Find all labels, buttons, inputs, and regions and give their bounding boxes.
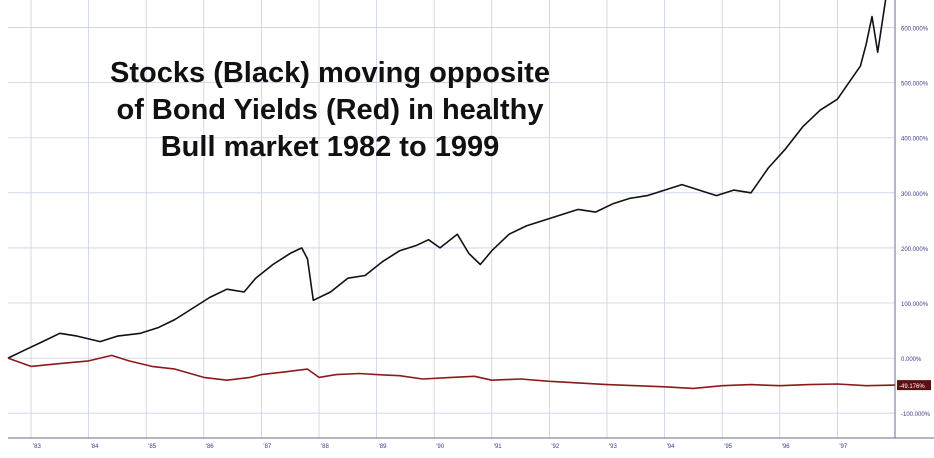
y-tick-label: 400.000%: [901, 137, 929, 143]
y-tick-label: -100.000%: [901, 412, 931, 418]
tick-labels: 600.000% 500.000% 400.000% 300.000% 200.000%…: [33, 27, 931, 450]
x-tick-label: '84: [91, 444, 99, 450]
x-tick-label: '89: [379, 444, 387, 450]
x-tick-label: '91: [494, 444, 502, 450]
x-tick-label: '87: [263, 444, 271, 450]
axes: [8, 0, 934, 439]
series-line-2: [7, 354, 896, 390]
x-tick-label: '97: [839, 444, 847, 450]
annotation-line-1: Stocks (Black) moving opposite: [110, 57, 550, 89]
x-tick-label: '93: [609, 444, 617, 450]
y-tick-label: 0.000%: [901, 357, 922, 363]
end-value-label: -49.176%: [899, 384, 925, 390]
x-tick-label: '88: [321, 444, 329, 450]
x-tick-label: '90: [436, 444, 444, 450]
end-label-box: [897, 380, 931, 391]
x-tick-label: '92: [551, 444, 559, 450]
y-tick-label: 600.000%: [901, 27, 929, 33]
x-tick-label: '96: [782, 444, 790, 450]
y-tick-label: 200.000%: [901, 247, 929, 253]
series-lines: [7, 0, 896, 390]
annotation-line-3: Bull market 1982 to 1999: [160, 131, 500, 163]
x-tick-label: '94: [667, 444, 675, 450]
x-tick-label: '86: [206, 444, 214, 450]
series-line-1: [7, 0, 887, 359]
x-tick-label: '95: [724, 444, 732, 450]
x-tick-label: '85: [148, 444, 156, 450]
chart-annotation: Stocks (Black) moving opposite of Bond Y…: [30, 55, 630, 166]
annotation-line-2: of Bond Yields (Red) in healthy: [116, 94, 544, 126]
y-tick-label: 300.000%: [901, 192, 929, 198]
y-tick-label: 100.000%: [901, 302, 929, 308]
y-tick-label: 500.000%: [901, 82, 929, 88]
x-tick-label: '83: [33, 444, 41, 450]
